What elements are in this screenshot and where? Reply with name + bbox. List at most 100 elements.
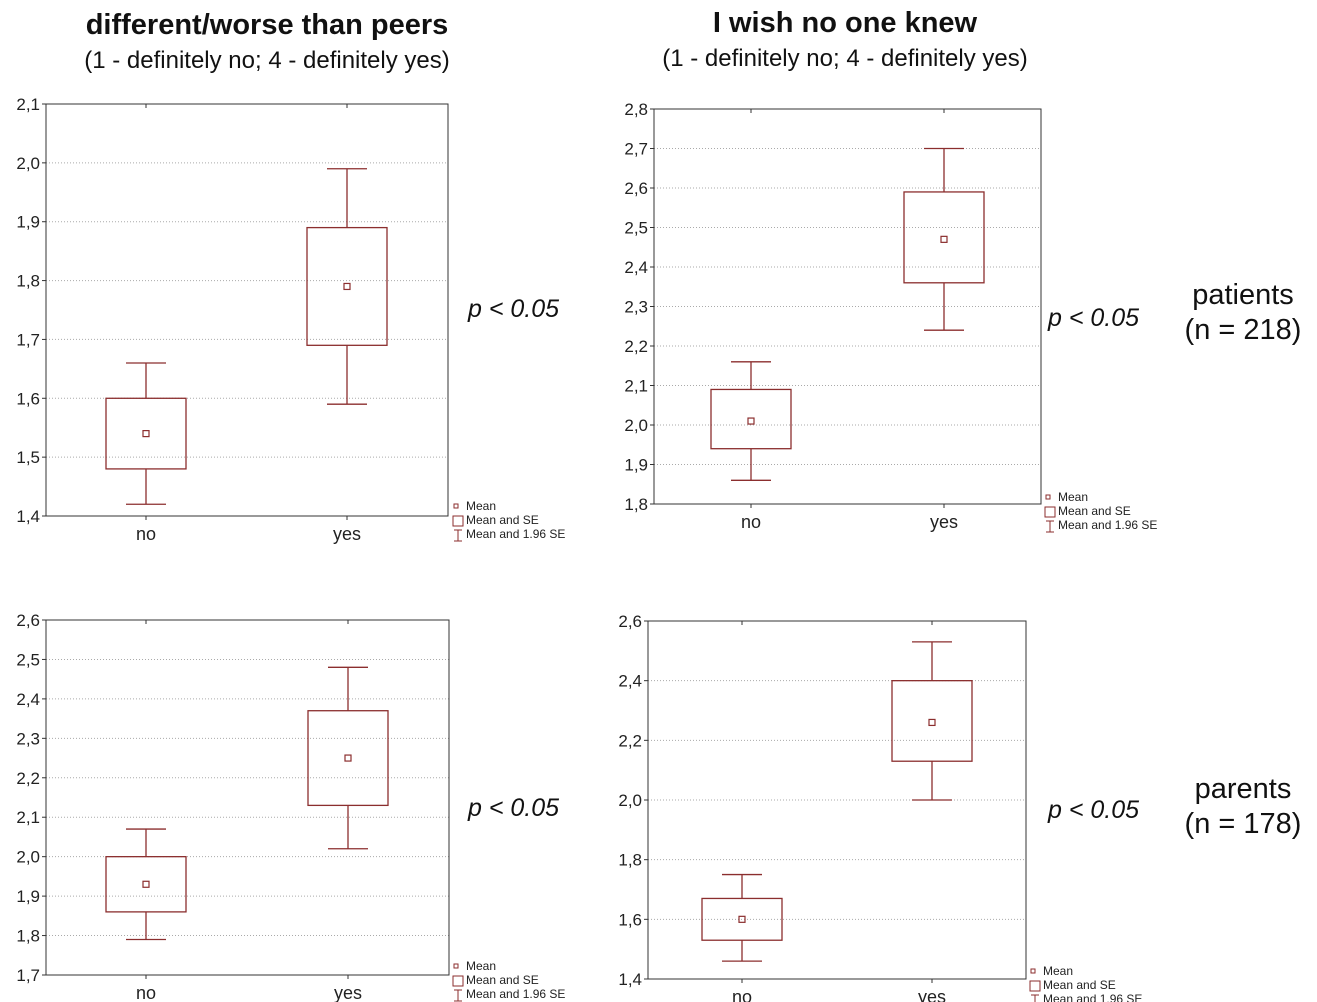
- legend-mean-symbol: [1045, 494, 1051, 500]
- x-category-label: yes: [334, 983, 362, 1002]
- x-category-label: no: [136, 983, 156, 1002]
- right-chart-title: I wish no one knew: [712, 7, 978, 39]
- y-tick-label: 2,4: [624, 258, 648, 277]
- y-tick-label: 2,1: [624, 377, 648, 396]
- y-tick-label: 2,2: [16, 769, 40, 788]
- y-tick-label: 1,9: [624, 456, 648, 475]
- y-tick-label: 2,5: [624, 219, 648, 238]
- legend-se-label: Mean and SE: [1043, 978, 1116, 992]
- legend-se-symbol: [1044, 506, 1056, 518]
- legend-se-label: Mean and SE: [466, 513, 539, 527]
- y-tick-label: 2,0: [16, 154, 40, 173]
- se-box: [105, 397, 187, 470]
- legend-se-label: Mean and SE: [466, 973, 539, 987]
- y-tick-label: 1,4: [618, 970, 642, 989]
- y-tick-label: 2,2: [624, 337, 648, 356]
- column-title-left: different/worse than peers (1 - definite…: [0, 8, 547, 76]
- left-chart-title: different/worse than peers: [85, 9, 449, 41]
- y-tick-label: 2,5: [16, 650, 40, 669]
- y-tick-label: 2,1: [16, 808, 40, 827]
- y-tick-label: 2,6: [624, 179, 648, 198]
- legend-mean-symbol: [453, 503, 459, 509]
- y-tick-label: 1,8: [618, 851, 642, 870]
- plot-frame: [647, 620, 1027, 980]
- legend-se-symbol: [1029, 980, 1041, 992]
- legend-ci-label: Mean and 1.96 SE: [1058, 518, 1157, 532]
- group-label-parents: parents (n = 178): [1163, 772, 1317, 842]
- mean-marker: [738, 915, 746, 923]
- y-tick-label: 2,3: [624, 298, 648, 317]
- mean-marker: [343, 282, 351, 291]
- x-category-label: yes: [333, 524, 361, 544]
- legend-ci-label: Mean and 1.96 SE: [466, 987, 565, 1001]
- y-tick-label: 2,1: [16, 95, 40, 114]
- plot-frame: [45, 619, 450, 976]
- p-value-bottom-left: p < 0.05: [468, 794, 560, 822]
- y-tick-label: 1,9: [16, 213, 40, 232]
- y-tick-label: 1,4: [16, 507, 40, 526]
- y-tick-label: 2,8: [624, 100, 648, 119]
- p-value-top-left: p < 0.05: [468, 295, 560, 323]
- se-box: [903, 191, 985, 284]
- legend-se-symbol: [452, 515, 464, 527]
- y-tick-label: 1,6: [16, 389, 40, 408]
- left-chart-subtitle: (1 - definitely no; 4 - definitely yes): [84, 47, 450, 74]
- legend-mean-symbol: [1030, 968, 1036, 974]
- right-chart-subtitle: (1 - definitely no; 4 - definitely yes): [662, 45, 1028, 72]
- y-tick-label: 2,4: [16, 690, 40, 709]
- se-box: [306, 226, 388, 346]
- mean-marker: [940, 235, 948, 243]
- mean-marker: [142, 880, 150, 888]
- plot-frame: [653, 108, 1042, 505]
- y-tick-label: 1,9: [16, 887, 40, 906]
- mean-marker: [344, 754, 352, 762]
- y-tick-label: 2,0: [16, 848, 40, 867]
- y-tick-label: 2,3: [16, 729, 40, 748]
- y-tick-label: 1,8: [16, 272, 40, 291]
- group-n: (n = 218): [1184, 314, 1302, 346]
- y-tick-label: 1,7: [16, 330, 40, 349]
- y-tick-label: 1,8: [16, 927, 40, 946]
- legend-mean-label: Mean: [1058, 490, 1088, 504]
- x-category-label: no: [741, 512, 761, 532]
- group-n: (n = 178): [1184, 808, 1302, 840]
- x-category-label: no: [732, 987, 752, 1002]
- p-value-top-right: p < 0.05: [1048, 304, 1140, 332]
- se-box: [891, 680, 973, 762]
- x-category-label: yes: [930, 512, 958, 532]
- mean-marker: [928, 718, 936, 727]
- legend-se-label: Mean and SE: [1058, 504, 1131, 518]
- legend-mean-label: Mean: [466, 959, 496, 973]
- legend-mean-label: Mean: [1043, 964, 1073, 978]
- plot-frame: [45, 103, 449, 517]
- group-name: patients: [1192, 279, 1294, 311]
- legend-se-symbol: [452, 975, 464, 987]
- y-tick-label: 2,2: [618, 731, 642, 750]
- mean-marker: [747, 417, 755, 425]
- p-value-bottom-right: p < 0.05: [1048, 796, 1140, 824]
- legend-mean-symbol: [453, 963, 459, 969]
- y-tick-label: 2,0: [618, 791, 642, 810]
- y-tick-label: 1,6: [618, 910, 642, 929]
- group-label-patients: patients (n = 218): [1163, 278, 1317, 348]
- y-tick-label: 2,0: [624, 416, 648, 435]
- legend-ci-label: Mean and 1.96 SE: [1043, 992, 1142, 1002]
- y-tick-label: 2,7: [624, 140, 648, 159]
- se-box: [701, 897, 783, 941]
- se-box: [307, 710, 389, 807]
- column-title-right: I wish no one knew (1 - definitely no; 4…: [565, 6, 1125, 74]
- y-tick-label: 1,8: [624, 495, 648, 514]
- group-name: parents: [1194, 773, 1292, 805]
- x-category-label: no: [136, 524, 156, 544]
- y-tick-label: 2,4: [618, 672, 642, 691]
- legend-mean-label: Mean: [466, 499, 496, 513]
- legend-ci-label: Mean and 1.96 SE: [466, 527, 565, 541]
- y-tick-label: 1,7: [16, 966, 40, 985]
- y-tick-label: 1,5: [16, 448, 40, 467]
- se-box: [105, 856, 187, 913]
- se-box: [710, 388, 792, 450]
- y-tick-label: 2,6: [618, 612, 642, 631]
- x-category-label: yes: [918, 987, 946, 1002]
- y-tick-label: 2,6: [16, 611, 40, 630]
